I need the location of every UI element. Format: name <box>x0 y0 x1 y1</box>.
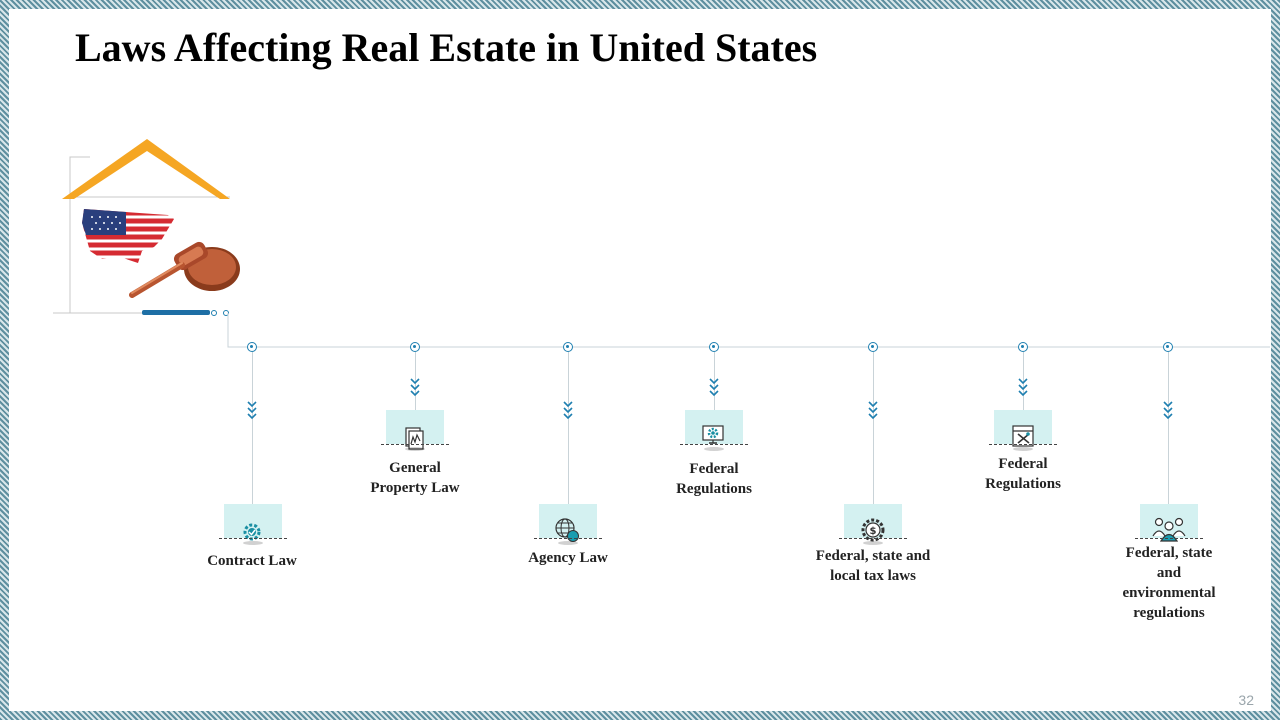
svg-text:$: $ <box>870 526 877 537</box>
chevron-down-icon <box>868 401 878 420</box>
timeline-stem <box>1168 352 1169 504</box>
house-flag-gavel-illustration <box>53 139 240 316</box>
item-label-federal-regulations-2: Federal Regulations <box>985 456 1061 492</box>
chevron-down-icon <box>709 378 719 397</box>
tools-window-icon <box>1012 425 1034 447</box>
timeline-node <box>868 342 878 352</box>
chevron-down-icon <box>1163 401 1173 420</box>
timeline-node <box>1163 342 1173 352</box>
icon-base-line <box>381 444 449 446</box>
icon-shadow <box>863 541 883 545</box>
icon-box <box>1140 504 1198 538</box>
timeline-stem <box>873 352 874 504</box>
timeline-stem <box>714 352 715 410</box>
timeline-node <box>410 342 420 352</box>
icon-base-line <box>1135 538 1203 540</box>
icon-shadow <box>1013 447 1033 451</box>
timeline-stem <box>1023 352 1024 410</box>
slide-title: Laws Affecting Real Estate in United Sta… <box>75 25 818 70</box>
timeline-stem <box>252 352 253 504</box>
icon-base-line <box>534 538 602 540</box>
item-label-federal-regulations: Federal Regulations <box>676 461 752 497</box>
chevron-down-icon <box>247 401 257 420</box>
timeline-node <box>709 342 719 352</box>
gavel-icon <box>129 241 240 298</box>
icon-base-line <box>989 444 1057 446</box>
gear-dollar-icon: $ <box>861 518 885 542</box>
item-label-tax-laws: Federal, state and local tax laws <box>815 548 931 584</box>
icon-shadow <box>704 447 724 451</box>
chevron-down-icon <box>1018 378 1028 397</box>
gear-check-icon <box>243 523 261 541</box>
icon-shadow <box>558 541 578 545</box>
item-label-general-property-law: General Property Law <box>370 460 460 496</box>
icon-base-line <box>839 538 907 540</box>
item-label-environmental-regulations: Federal, state and environmental regulat… <box>1122 545 1216 621</box>
monitor-gear-icon <box>702 425 724 444</box>
people-group-icon <box>1152 517 1186 542</box>
timeline-stem <box>415 352 416 410</box>
timeline-node <box>1018 342 1028 352</box>
us-flag-map-icon <box>80 209 176 263</box>
timeline-node <box>247 342 257 352</box>
icon-shadow <box>405 447 425 451</box>
timeline-node <box>563 342 573 352</box>
timeline-stem <box>568 352 569 504</box>
chevron-down-icon <box>410 378 420 397</box>
item-label-contract-law: Contract Law <box>207 553 297 569</box>
page-number: 32 <box>1238 692 1254 708</box>
icon-shadow <box>243 541 263 545</box>
icon-base-line <box>219 538 287 540</box>
item-label-agency-law: Agency Law <box>528 550 608 566</box>
icon-base-line <box>680 444 748 446</box>
chevron-down-icon <box>563 401 573 420</box>
